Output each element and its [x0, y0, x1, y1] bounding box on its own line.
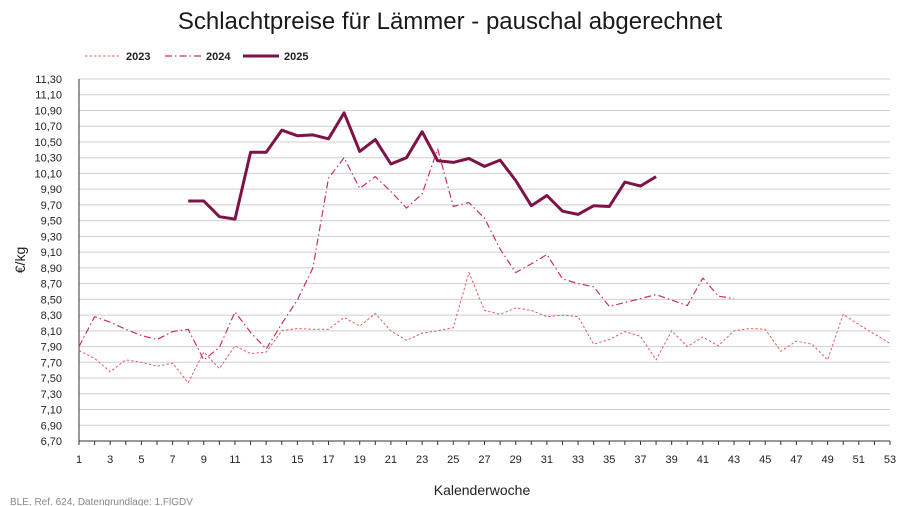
- series-line-2023: [78, 272, 891, 384]
- legend-label-2023: 2023: [126, 51, 150, 63]
- y-tick-label: 6,70: [41, 436, 62, 448]
- x-tick-label: 47: [790, 454, 802, 466]
- x-tick-label: 11: [229, 454, 240, 466]
- source-note: BLE, Ref. 624, Datengrundlage: 1.FlGDV: [10, 497, 193, 506]
- y-tick-label: 10,30: [34, 153, 62, 165]
- series-lines: [78, 111, 891, 384]
- y-tick-label: 8,50: [41, 294, 62, 306]
- x-tick-label: 1: [76, 454, 82, 466]
- x-tick-label: 41: [697, 454, 709, 466]
- y-tick-label: 9,50: [41, 216, 62, 228]
- y-tick-label: 10,10: [34, 168, 62, 180]
- x-tick-label: 49: [821, 454, 833, 466]
- x-tick-label: 33: [572, 454, 584, 466]
- series-line-2024: [78, 148, 735, 361]
- y-axis-ticks: 6,70 6,90 7,10 7,30 7,50 7,70 7,90 8,10 8,30 8,50…: [34, 74, 62, 448]
- x-tick-label: 45: [759, 454, 771, 466]
- y-tick-label: 9,90: [41, 184, 62, 196]
- x-tick-label: 53: [884, 454, 896, 466]
- y-tick-label: 7,70: [41, 357, 62, 369]
- x-tick-label: 35: [603, 454, 615, 466]
- x-tick-label: 43: [728, 454, 740, 466]
- y-tick-label: 7,30: [41, 389, 62, 401]
- x-tick-label: 25: [447, 454, 459, 466]
- y-tick-label: 11,10: [35, 90, 62, 102]
- x-tick-label: 19: [354, 454, 366, 466]
- x-axis-label: Kalenderwoche: [434, 482, 531, 498]
- y-tick-label: 8,30: [41, 310, 62, 322]
- y-tick-label: 10,70: [34, 121, 62, 133]
- gridlines: [78, 78, 890, 442]
- y-tick-label: 7,50: [41, 373, 62, 385]
- x-tick-label: 13: [260, 454, 272, 466]
- x-tick-label: 37: [634, 454, 646, 466]
- y-tick-label: 9,10: [41, 247, 62, 259]
- y-tick-label: 10,50: [34, 137, 62, 149]
- x-tick-label: 39: [666, 454, 678, 466]
- y-tick-label: 7,90: [41, 342, 62, 354]
- y-tick-label: 9,30: [41, 231, 62, 243]
- y-tick-label: 8,10: [41, 326, 62, 338]
- x-tick-label: 27: [478, 454, 490, 466]
- legend-label-2024: 2024: [206, 51, 231, 63]
- y-tick-label: 8,90: [41, 263, 62, 275]
- x-tick-label: 51: [853, 454, 865, 466]
- series-line-2025: [188, 111, 657, 221]
- x-tick-label: 31: [541, 454, 553, 466]
- y-tick-label: 9,70: [41, 200, 62, 212]
- x-tick-label: 17: [322, 454, 334, 466]
- y-tick-label: 6,90: [41, 420, 62, 432]
- chart-title: Schlachtpreise für Lämmer - pauschal abg…: [178, 8, 723, 35]
- y-tick-label: 7,10: [41, 405, 62, 417]
- x-tick-label: 9: [201, 454, 207, 466]
- y-axis-label: €/kg: [12, 247, 28, 273]
- y-tick-label: 11,30: [35, 74, 62, 86]
- x-tick-label: 21: [385, 454, 397, 466]
- x-tick-label: 15: [291, 454, 303, 466]
- legend-label-2025: 2025: [284, 51, 308, 63]
- x-tick-label: 29: [510, 454, 522, 466]
- x-tick-label: 23: [416, 454, 428, 466]
- x-tick-label: 7: [170, 454, 176, 466]
- y-tick-label: 10,90: [34, 105, 62, 117]
- x-tick-label: 3: [107, 454, 113, 466]
- x-tick-label: 5: [138, 454, 144, 466]
- legend: 2023 2024 2025: [85, 51, 308, 63]
- x-axis-ticks: 1 3 5 7 9 11 13 15 17 19 21 23 25 27 29 31 33 35 37 39 41 43 4…: [76, 441, 896, 466]
- y-tick-label: 8,70: [41, 279, 62, 291]
